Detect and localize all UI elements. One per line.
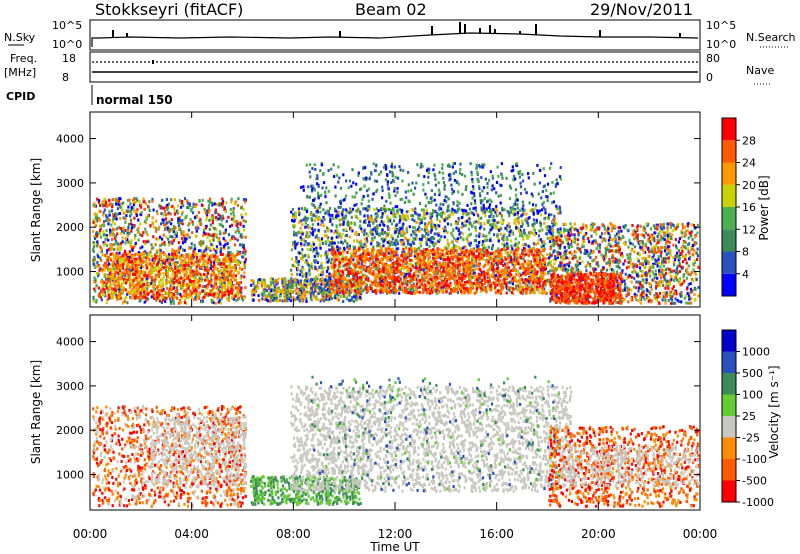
colorbar-tick: 28 xyxy=(742,134,756,147)
colorbar-swatch xyxy=(722,140,736,163)
cpid-label: CPID xyxy=(6,90,35,103)
velocity-ylabel: Slant Range [km] xyxy=(29,360,43,464)
ytick-label: 2000 xyxy=(56,424,84,437)
nsky-trace xyxy=(91,32,699,47)
beam-label: Beam 02 xyxy=(355,0,427,19)
colorbar-swatch xyxy=(722,351,736,373)
colorbar-tick: 16 xyxy=(742,201,756,214)
power-ylabel: Slant Range [km] xyxy=(29,158,43,262)
freq-label-1: Freq. xyxy=(10,52,37,65)
time-axis: 00:00 04:00 08:00 12:00 16:00 20:00 00:00 xyxy=(73,112,718,541)
colorbar-tick: 500 xyxy=(742,367,763,380)
colorbar-swatch xyxy=(722,229,736,252)
nsearch-tick-low: 10^0 xyxy=(706,38,736,51)
colorbar-tick: -25 xyxy=(742,432,760,445)
nave-tick-low: 0 xyxy=(706,71,713,84)
colorbar-swatch xyxy=(722,394,736,416)
xtick-label: 00:00 xyxy=(73,527,108,541)
colorbar-tick: 1000 xyxy=(742,346,770,359)
freq-tick-high: 18 xyxy=(62,52,76,65)
colorbar-swatch xyxy=(722,207,736,230)
nsky-tick-high: 10^5 xyxy=(52,19,82,32)
nave-label: Nave xyxy=(746,64,774,77)
colorbar-tick: 4 xyxy=(742,268,749,281)
colorbar-tick: 24 xyxy=(742,157,756,170)
colorbar-tick: 8 xyxy=(742,246,749,259)
ytick-label: 1000 xyxy=(56,266,84,279)
nsky-tick-low: 10^0 xyxy=(52,38,82,51)
colorbar-swatch xyxy=(722,416,736,438)
xtick-label: 12:00 xyxy=(378,527,413,541)
colorbar-swatch xyxy=(722,251,736,274)
colorbar-swatch xyxy=(722,273,736,296)
chart-title: Stokkseyri (fitACF) xyxy=(95,0,244,19)
velocity-colorbar: 1000 500 100 25 -25 -100 -500 -1000 xyxy=(721,329,774,509)
colorbar-tick: 20 xyxy=(742,179,756,192)
power-colorbar: 4 8 12 16 20 24 28 xyxy=(721,117,756,297)
velocity-data xyxy=(92,375,701,508)
xtick-label: 16:00 xyxy=(479,527,514,541)
colorbar-tick: 25 xyxy=(742,410,756,423)
date-label: 29/Nov/2011 xyxy=(590,0,694,19)
freq-tick-low: 8 xyxy=(62,71,69,84)
freq-panel: Freq. [MHz] 18 8 80 0 Nave CPID normal 1… xyxy=(4,51,774,107)
colorbar-swatch xyxy=(722,459,736,481)
power-colorbar-label: Power [dB] xyxy=(757,175,771,240)
xtick-label: 04:00 xyxy=(174,527,209,541)
colorbar-tick: 12 xyxy=(742,223,756,236)
ytick-label: 1000 xyxy=(56,469,84,482)
ytick-label: 2000 xyxy=(56,221,84,234)
nsky-label: N.Sky xyxy=(4,31,36,44)
nsearch-tick-high: 10^5 xyxy=(706,19,736,32)
colorbar-swatch xyxy=(722,373,736,395)
cpid-value: normal 150 xyxy=(96,93,173,107)
nave-tick-high: 80 xyxy=(706,52,720,65)
colorbar-tick: -1000 xyxy=(742,496,774,509)
colorbar-swatch xyxy=(722,162,736,185)
ytick-label: 3000 xyxy=(56,380,84,393)
xtick-label: 08:00 xyxy=(276,527,311,541)
ytick-label: 4000 xyxy=(56,336,84,349)
xtick-label: 00:00 xyxy=(683,527,718,541)
velocity-panel: 1000 2000 3000 4000 Slant Range [km] xyxy=(29,314,701,511)
colorbar-tick: 100 xyxy=(742,389,763,402)
colorbar-tick: -500 xyxy=(742,475,767,488)
colorbar-swatch xyxy=(722,480,736,502)
colorbar-swatch xyxy=(722,118,736,141)
colorbar-swatch xyxy=(722,330,736,352)
nsky-spikes xyxy=(112,22,681,38)
velocity-colorbar-label: Velocity [m s⁻¹] xyxy=(767,365,781,458)
colorbar-swatch xyxy=(722,184,736,207)
nsearch-label: N.Search xyxy=(746,31,796,44)
nsky-panel: N.Sky 10^5 10^0 10^5 10^0 N.Search xyxy=(4,19,796,51)
colorbar-tick: -100 xyxy=(742,453,767,466)
ytick-label: 3000 xyxy=(56,177,84,190)
time-xlabel: Time UT xyxy=(369,540,420,554)
colorbar-swatch xyxy=(722,437,736,459)
ytick-label: 4000 xyxy=(56,133,84,146)
freq-label-2: [MHz] xyxy=(4,66,36,79)
power-panel: 1000 2000 3000 4000 Slant Range [km] xyxy=(29,111,701,308)
power-data xyxy=(92,162,700,305)
xtick-label: 20:00 xyxy=(581,527,616,541)
